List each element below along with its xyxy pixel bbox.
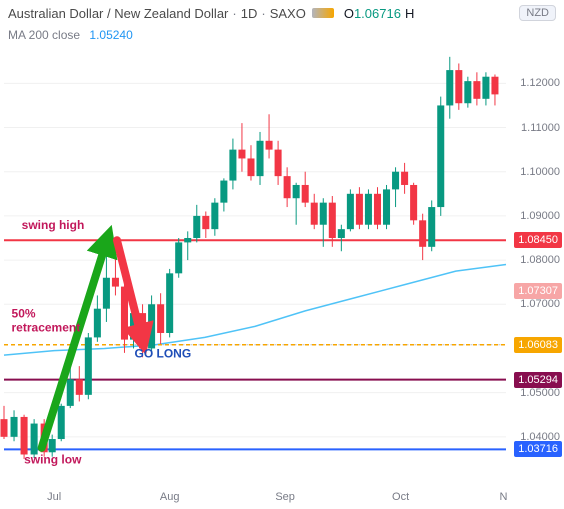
open-label: O [344, 6, 354, 21]
chart-svg: swing high 50%retracement GO LONG swing low [4, 48, 506, 481]
annotation-retracement: 50%retracement [12, 307, 81, 335]
annotation-swing-low: swing low [24, 452, 82, 466]
annotation-swing-high: swing high [22, 218, 85, 232]
high-label: H [405, 6, 414, 21]
price-tag: 1.08450 [514, 232, 562, 248]
timeframe[interactable]: 1D [241, 6, 258, 21]
separator-dot: · [261, 6, 265, 21]
y-tick-label: 1.05000 [520, 387, 560, 399]
currency-badge[interactable]: NZD [519, 5, 556, 21]
y-tick-label: 1.12000 [520, 77, 560, 89]
provider-label: SAXO [270, 6, 306, 21]
price-tag: 1.06083 [514, 337, 562, 353]
y-tick-label: 1.09000 [520, 210, 560, 222]
x-tick-label: Sep [275, 491, 295, 503]
price-tag: 1.07307 [514, 283, 562, 299]
annotation-go-long: GO LONG [135, 346, 192, 360]
y-tick-label: 1.10000 [520, 166, 560, 178]
symbol-title[interactable]: Australian Dollar / New Zealand Dollar [8, 6, 228, 21]
open-value: 1.06716 [354, 6, 401, 21]
y-axis: 1.040001.050001.070001.080001.090001.100… [510, 48, 564, 481]
y-tick-label: 1.07000 [520, 298, 560, 310]
chart-container: Australian Dollar / New Zealand Dollar ·… [0, 0, 564, 509]
ma-value: 1.05240 [89, 28, 132, 42]
x-axis: Jul Aug Sep Oct N [4, 485, 506, 505]
plot-area[interactable]: swing high 50%retracement GO LONG swing low [4, 48, 506, 481]
y-tick-label: 1.11000 [521, 122, 560, 134]
x-tick-label: Jul [47, 491, 61, 503]
x-tick-label: Oct [392, 491, 409, 503]
price-tag: 1.05294 [514, 372, 562, 388]
separator-dot: · [232, 6, 236, 21]
price-tag: 1.03716 [514, 441, 562, 457]
y-tick-label: 1.08000 [520, 254, 560, 266]
x-tick-label: N [500, 491, 508, 503]
chart-header: Australian Dollar / New Zealand Dollar ·… [0, 0, 564, 26]
x-tick-label: Aug [160, 491, 180, 503]
ma-label: MA 200 close [8, 28, 80, 42]
ohlc-color-bar [312, 8, 334, 18]
indicator-row[interactable]: MA 200 close 1.05240 [8, 28, 133, 42]
